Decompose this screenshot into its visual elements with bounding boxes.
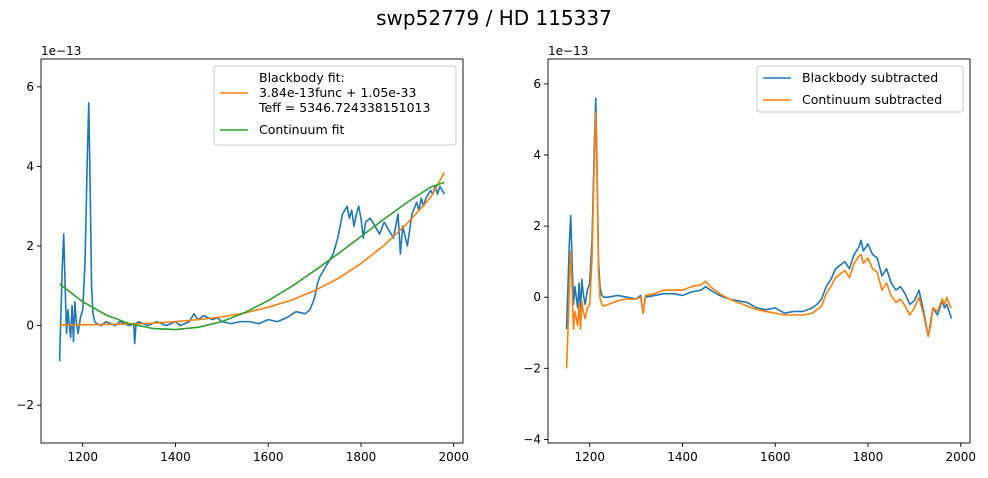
axes-frame — [547, 58, 971, 444]
y-tick-label: 2 — [533, 219, 541, 233]
legend-label: Continuum fit — [259, 122, 344, 137]
y-tick-label: −4 — [523, 432, 541, 446]
x-tick-label: 2000 — [945, 450, 976, 464]
x-tick-label: 1600 — [253, 450, 284, 464]
series-line-2 — [59, 172, 446, 326]
y-tick-label: 0 — [533, 290, 541, 304]
series-line-1 — [565, 97, 953, 338]
legend-label: 3.84e-13func + 1.05e-33 — [259, 85, 416, 100]
x-tick-label: 1200 — [574, 450, 605, 464]
y-tick-label: 0 — [26, 319, 34, 333]
y-tick-label: 6 — [26, 80, 34, 94]
axes-frame — [40, 58, 464, 444]
y-tick-label: 6 — [533, 77, 541, 91]
panel-left: 1200 1400 1600 1800 2000 −2 0 2 4 6 1e−13 Blackbody… — [16, 44, 469, 464]
legend-box — [213, 65, 457, 146]
y-offset-label: 1e−13 — [548, 44, 588, 58]
series-line-3 — [59, 181, 445, 331]
panel-right: 1200 1400 1600 1800 2000 −4 −2 0 2 4 6 1e−13 Blackbo… — [523, 44, 976, 464]
legend-label: Blackbody fit: — [259, 70, 345, 85]
legend-box — [756, 65, 964, 113]
x-tick-label: 1800 — [853, 450, 884, 464]
series-line-2 — [565, 111, 953, 369]
y-offset-label: 1e−13 — [41, 44, 81, 58]
legend-label: Continuum subtracted — [802, 92, 942, 107]
legend-label: Teff = 5346.724338151013 — [258, 100, 430, 115]
legend-label: Blackbody subtracted — [802, 70, 938, 85]
x-tick-label: 1400 — [667, 450, 698, 464]
y-tick-label: −2 — [16, 398, 34, 412]
x-tick-label: 1800 — [346, 450, 377, 464]
y-tick-label: 4 — [533, 148, 541, 162]
y-tick-label: 2 — [26, 239, 34, 253]
x-tick-label: 1200 — [67, 450, 98, 464]
figure-title: swp52779 / HD 115337 — [376, 6, 612, 30]
x-tick-label: 2000 — [438, 450, 469, 464]
y-tick-label: −2 — [523, 361, 541, 375]
y-tick-label: 4 — [26, 159, 34, 173]
x-tick-label: 1600 — [760, 450, 791, 464]
x-tick-label: 1400 — [160, 450, 191, 464]
